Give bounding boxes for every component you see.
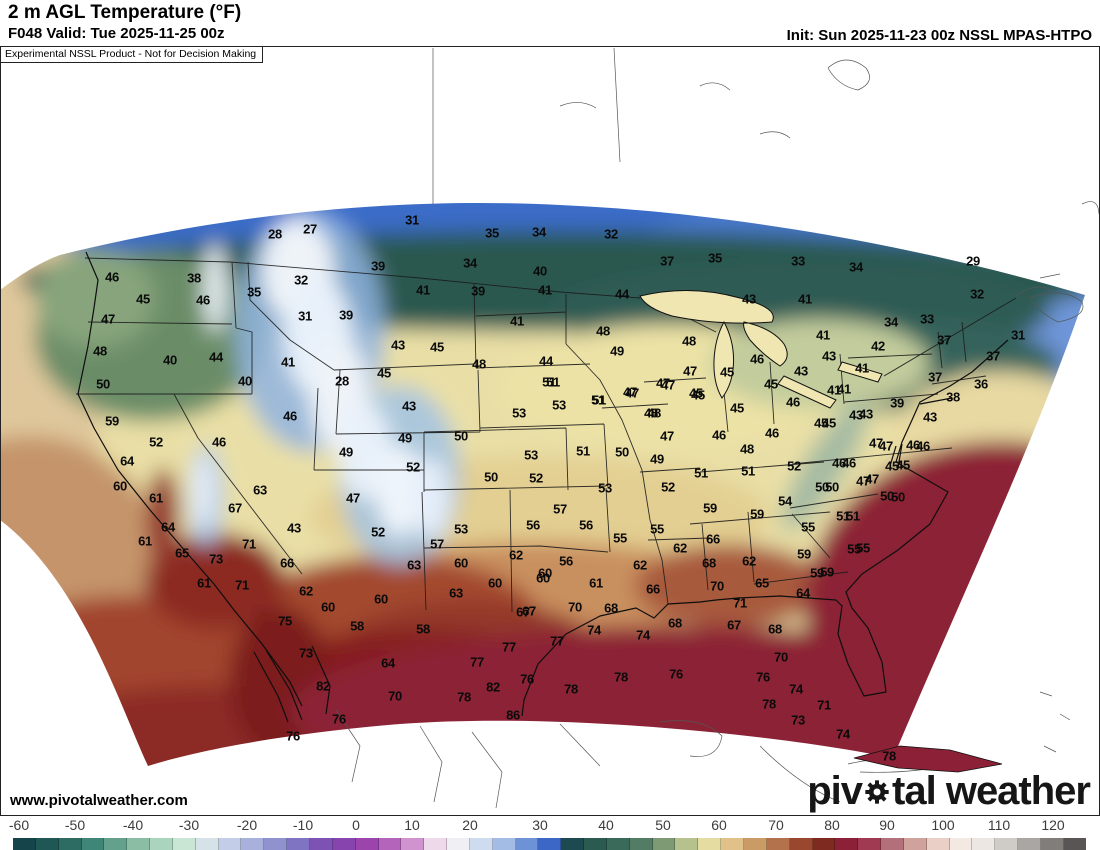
gear-icon xyxy=(863,773,891,813)
colorbar-tick-label: 80 xyxy=(824,817,840,833)
logo-text-pre: piv xyxy=(807,769,863,813)
colorbar-segment xyxy=(355,838,379,850)
colorbar-tick-label: 10 xyxy=(404,817,420,833)
state-borders xyxy=(76,257,1017,613)
colorbar-tick-label: -20 xyxy=(236,817,258,833)
colorbar-tick-label: -30 xyxy=(178,817,200,833)
colorbar-segment xyxy=(218,838,242,850)
colorbar-segment xyxy=(744,838,767,850)
coastline-decoration xyxy=(335,47,1100,809)
colorbar-segment xyxy=(926,838,950,850)
colorbar-tick-label: 30 xyxy=(532,817,548,833)
cuba-shading xyxy=(853,745,1003,773)
colorbar-segment xyxy=(172,838,196,850)
colorbar-segment xyxy=(1040,838,1064,850)
colorbar-tick-label: 120 xyxy=(1041,817,1065,833)
colorbar-ticks: -60 -50 -40 -30 -20 -10 0 10 20 30 40 50 60 70 80 90 100… xyxy=(0,817,1100,837)
colorbar-segment xyxy=(492,838,516,850)
colorbar-segment xyxy=(378,838,402,850)
colorbar-segment xyxy=(35,838,59,850)
coastlines xyxy=(77,251,1009,723)
colorbar-segment xyxy=(949,838,973,850)
watermark-link[interactable]: www.pivotalweather.com xyxy=(10,792,188,809)
colorbar-segment xyxy=(766,838,790,850)
colorbar-segment xyxy=(264,838,288,850)
colorbar-segment xyxy=(903,838,927,850)
colorbar-segment xyxy=(835,838,859,850)
colorbar-segment xyxy=(812,838,836,850)
colorbar-segment xyxy=(195,838,219,850)
colorbar-segment xyxy=(515,838,539,850)
colorbar-tick-label: -10 xyxy=(292,817,314,833)
colorbar-segment xyxy=(858,838,882,850)
colorbar-segment xyxy=(287,838,310,850)
logo-text-post: tal weather xyxy=(892,769,1091,813)
colorbar-tick-label: 90 xyxy=(879,817,895,833)
colorbar-tick-label: 0 xyxy=(352,817,360,833)
colorbar-segment xyxy=(58,838,82,850)
colorbar-segment xyxy=(127,838,151,850)
colorbar-segment xyxy=(424,838,448,850)
colorbar-segment xyxy=(81,838,105,850)
colorbar-segment xyxy=(675,838,699,850)
colorbar-tick-label: 70 xyxy=(768,817,784,833)
experimental-banner: Experimental NSSL Product - Not for Deci… xyxy=(0,46,264,63)
pivotal-weather-logo: piv tal weather xyxy=(807,769,1091,813)
colorbar-segment xyxy=(561,838,585,850)
colorbar-segment xyxy=(972,838,996,850)
great-lakes xyxy=(639,289,883,409)
colorbar-segment xyxy=(584,838,607,850)
temperature-shading xyxy=(0,202,1085,767)
colorbar-segment xyxy=(652,838,676,850)
page-title: 2 m AGL Temperature (°F) xyxy=(8,2,242,23)
colorbar-tick-label: -50 xyxy=(64,817,86,833)
colorbar-tick-label: 40 xyxy=(598,817,614,833)
colorbar-segment xyxy=(698,838,722,850)
colorbar-segment xyxy=(447,838,470,850)
colorbar-tick-label: -40 xyxy=(122,817,144,833)
colorbar-segment xyxy=(401,838,425,850)
colorbar-gradient xyxy=(13,838,1086,850)
colorbar-segment xyxy=(469,838,493,850)
colorbar-tick-label: 20 xyxy=(462,817,478,833)
forecast-valid-label: F048 Valid: Tue 2025-11-25 00z xyxy=(8,25,225,42)
map-canvas[interactable] xyxy=(0,46,1100,816)
model-init-label: Init: Sun 2025-11-23 00z NSSL MPAS-HTPO xyxy=(786,27,1092,44)
colorbar-segment xyxy=(332,838,356,850)
colorbar-segment xyxy=(241,838,265,850)
colorbar-segment xyxy=(309,838,333,850)
colorbar-segment xyxy=(629,838,653,850)
colorbar-segment xyxy=(995,838,1019,850)
colorbar-segment xyxy=(104,838,128,850)
colorbar-segment xyxy=(538,838,562,850)
colorbar-segment xyxy=(150,838,173,850)
colorbar-tick-label: -60 xyxy=(8,817,30,833)
colorbar-tick-label: 60 xyxy=(711,817,727,833)
colorbar-segment xyxy=(789,838,813,850)
colorbar-tick-label: 100 xyxy=(931,817,955,833)
colorbar-tick-label: 110 xyxy=(987,817,1011,833)
colorbar-segment xyxy=(721,838,744,850)
colorbar-segment xyxy=(13,838,36,850)
temperature-field-map xyxy=(0,47,1100,809)
colorbar-segment xyxy=(1063,838,1086,850)
colorbar-tick-label: 50 xyxy=(655,817,671,833)
colorbar-segment xyxy=(606,838,630,850)
colorbar-segment xyxy=(1018,838,1041,850)
colorbar-segment xyxy=(881,838,904,850)
